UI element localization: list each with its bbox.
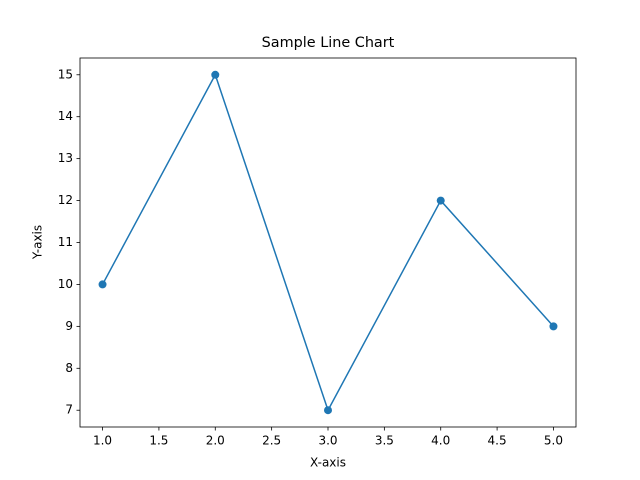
x-tick-label: 1.5	[149, 434, 168, 448]
x-axis-label: X-axis	[310, 456, 346, 470]
y-tick-label: 8	[65, 361, 73, 375]
y-tick-label: 13	[58, 151, 73, 165]
y-tick-label: 7	[65, 403, 73, 417]
point	[436, 196, 445, 205]
point	[324, 406, 332, 415]
x-tick-label: 1.0	[93, 434, 112, 448]
y-tick-label: 10	[58, 277, 73, 291]
plot-frame	[79, 57, 577, 428]
y-axis-label: Y-axis	[31, 225, 45, 260]
y-tick-label: 11	[58, 235, 73, 249]
y-tick-label: 14	[58, 109, 73, 123]
y-tick-label: 15	[58, 67, 73, 81]
y-tick-label: 12	[58, 193, 73, 207]
point	[98, 280, 107, 289]
chart-title: Sample Line Chart	[262, 35, 395, 51]
x-tick-label: 4.5	[488, 434, 507, 448]
x-tick-label: 3.0	[318, 434, 337, 448]
x-tick-label: 4.0	[431, 434, 450, 448]
point	[549, 322, 558, 331]
y-tick-label: 9	[65, 319, 73, 333]
x-tick-label: 2.5	[262, 434, 281, 448]
point	[211, 70, 220, 79]
x-tick-label: 3.5	[375, 434, 394, 448]
x-tick-label: 5.0	[544, 434, 563, 448]
x-tick-label: 2.0	[206, 434, 225, 448]
